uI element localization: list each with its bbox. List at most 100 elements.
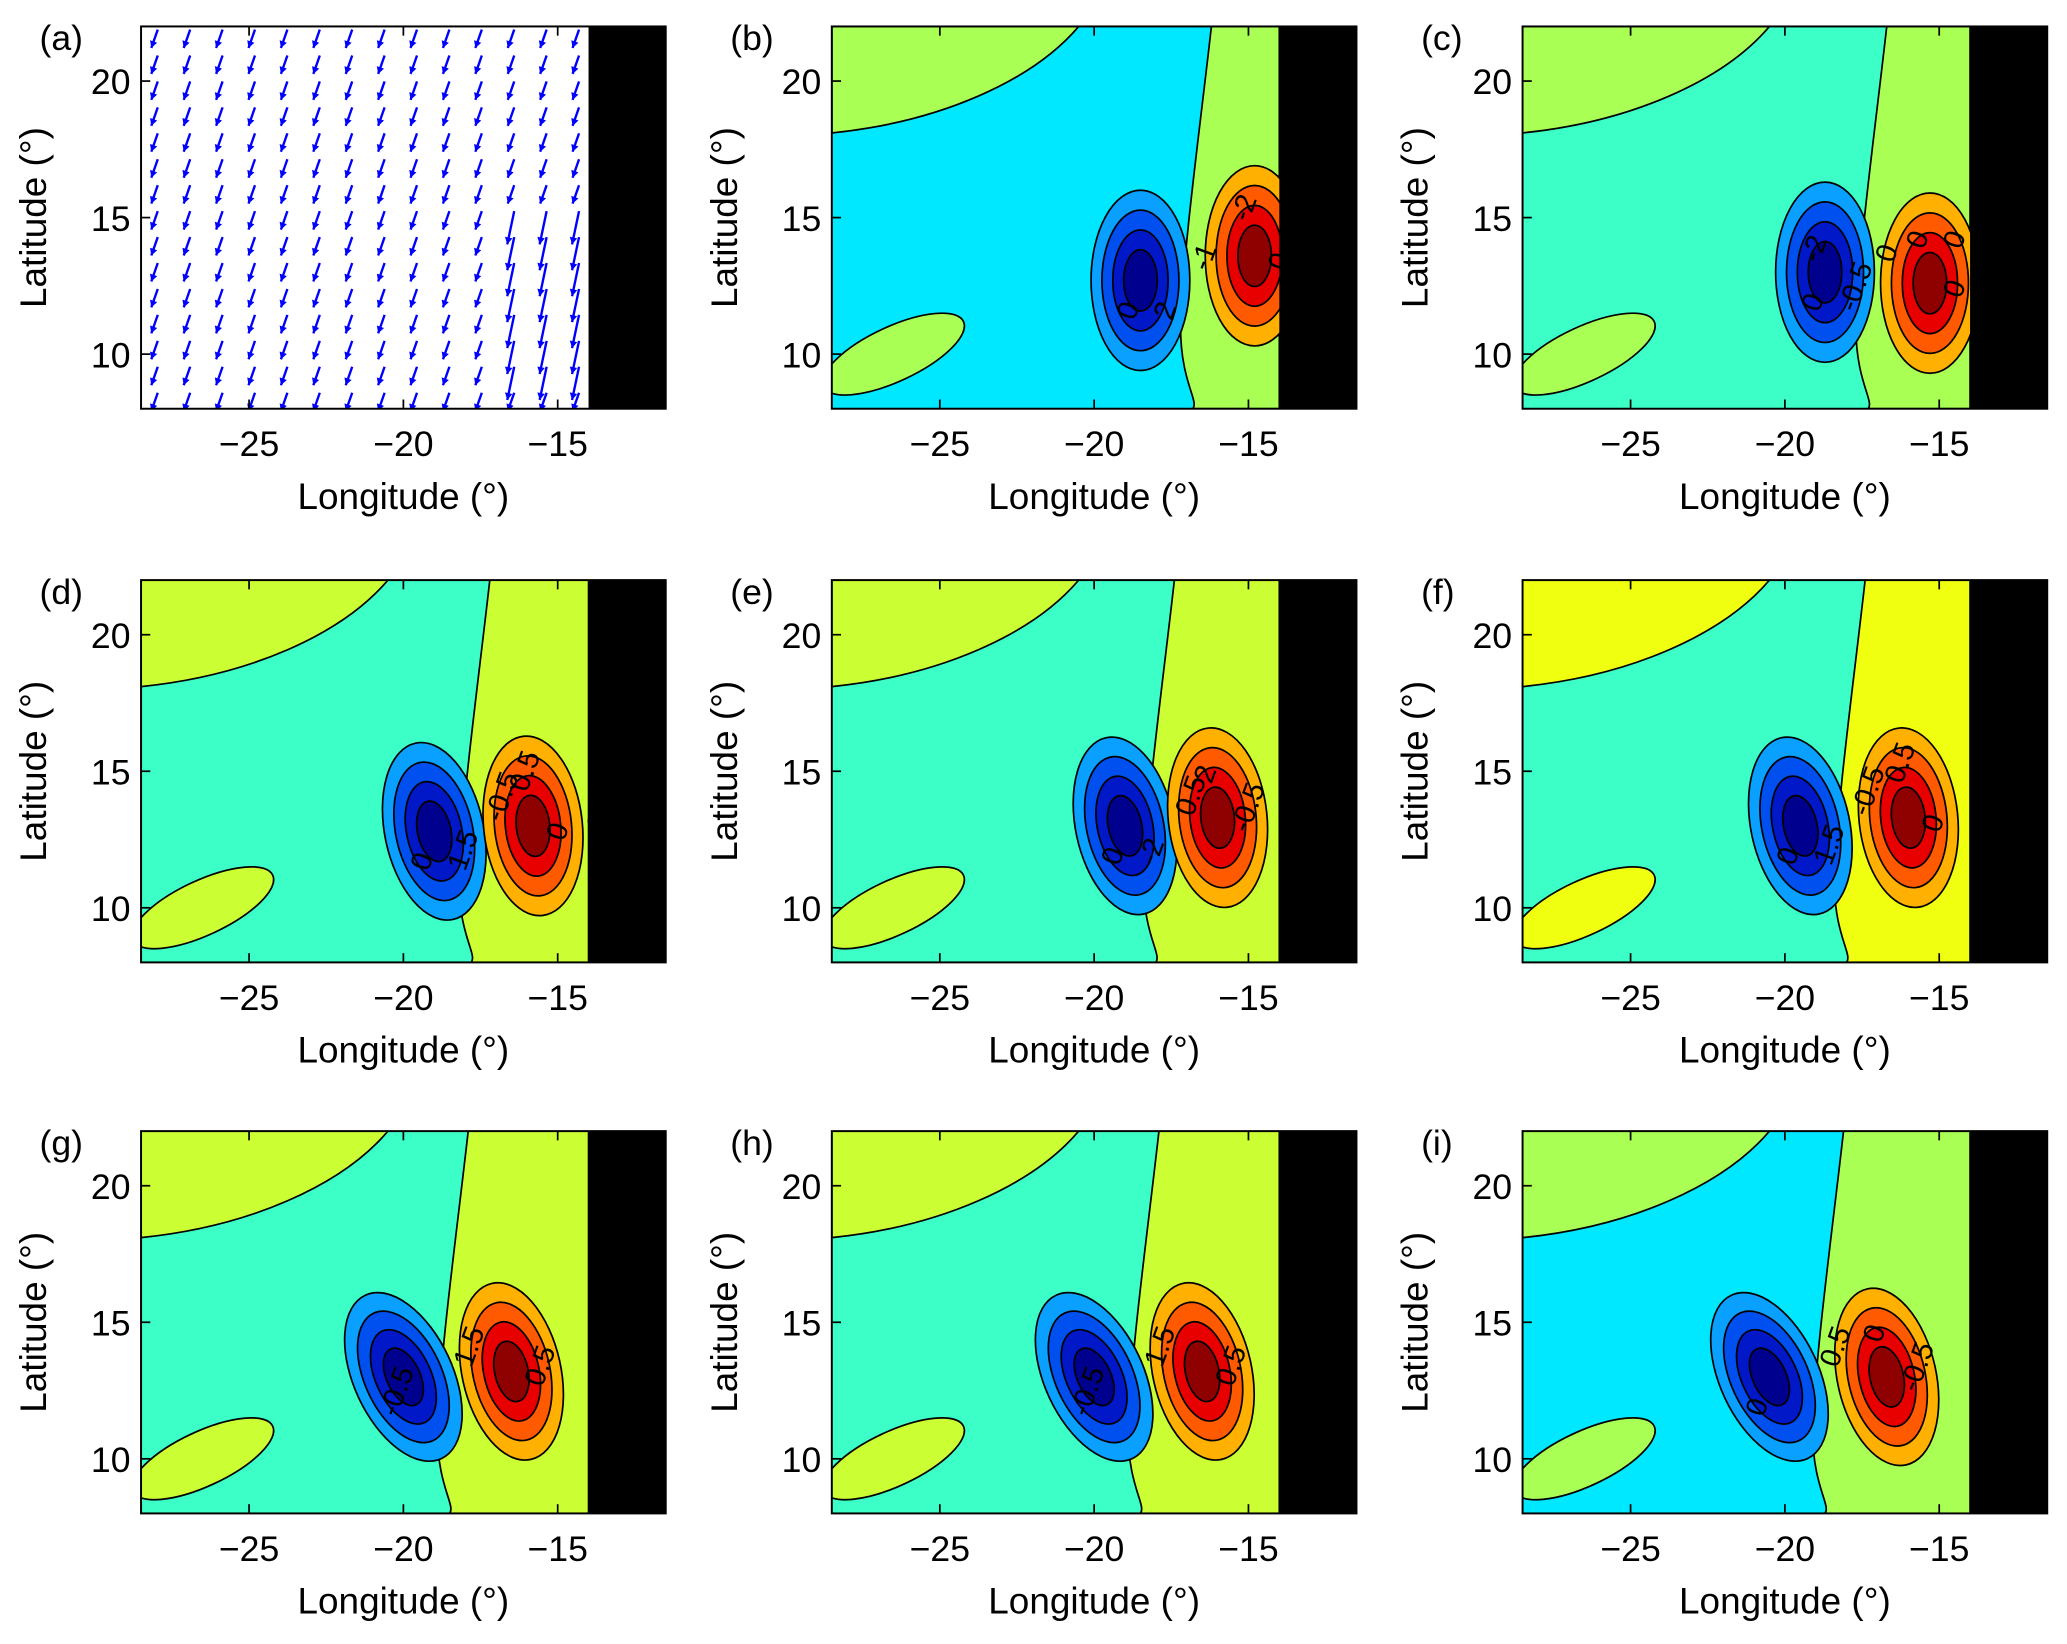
- wind-vector-head: [474, 169, 482, 178]
- y-tick-label: 10: [1472, 1440, 1512, 1480]
- wind-vector-head: [214, 325, 222, 334]
- wind-vector-head: [247, 66, 255, 74]
- y-tick-label: 10: [91, 335, 131, 375]
- x-axis-label: Longitude (°): [988, 476, 1200, 517]
- wind-vector-head: [537, 366, 545, 375]
- x-tick-label: −20: [1755, 424, 1815, 464]
- wind-vector-head: [312, 247, 320, 256]
- contour-fill-positive: [1890, 786, 1927, 850]
- wind-vector-head: [344, 403, 352, 409]
- wind-vector-head: [312, 66, 320, 74]
- contour-fill-positive: [831, 1417, 966, 1501]
- contour-fill-positive: [1199, 786, 1236, 850]
- y-tick-label: 20: [1472, 62, 1512, 102]
- land-mask: [1970, 26, 2048, 409]
- wind-vector-head: [506, 195, 514, 204]
- wind-vector-head: [441, 195, 449, 204]
- wind-vector-head: [247, 299, 255, 308]
- wind-vector-head: [376, 143, 385, 152]
- x-tick-label: −20: [373, 1529, 433, 1569]
- wind-vector-head: [214, 221, 222, 230]
- y-tick-label: 10: [782, 889, 822, 929]
- wind-vector-head: [376, 195, 385, 204]
- y-tick-label: 20: [91, 616, 131, 656]
- wind-vector-head: [312, 195, 320, 204]
- land-mask: [588, 26, 666, 409]
- contour-fill-negative: [1122, 248, 1159, 312]
- wind-vector-head: [279, 66, 287, 74]
- x-tick-label: −25: [219, 424, 279, 464]
- wind-vector-head: [441, 118, 449, 126]
- wind-vector-head: [504, 262, 513, 271]
- wind-vector-head: [409, 247, 417, 256]
- wind-vector-head: [571, 195, 579, 204]
- wind-vector-head: [376, 273, 385, 282]
- wind-vector-head: [344, 377, 352, 386]
- land-mask: [1970, 580, 2048, 963]
- wind-vector-head: [279, 377, 287, 386]
- wind-vector-head: [474, 377, 482, 386]
- wind-vector-head: [376, 169, 385, 178]
- wind-vector-head: [474, 221, 482, 230]
- contour-fill-negative: [1073, 1347, 1115, 1407]
- x-tick-label: −20: [1755, 978, 1815, 1018]
- plot-area: -0.5 0.51.5: [831, 1131, 1357, 1514]
- wind-vector-head: [150, 143, 158, 152]
- panel-tag: (b): [730, 18, 773, 58]
- wind-vector-head: [150, 221, 158, 230]
- y-tick-label: 10: [1472, 335, 1512, 375]
- wind-vector-head: [182, 247, 190, 256]
- y-axis-label: Latitude (°): [13, 1232, 54, 1413]
- wind-vector-head: [571, 92, 579, 100]
- wind-vector-head: [344, 299, 352, 308]
- wind-vector-head: [279, 221, 287, 230]
- plot-area: [141, 26, 666, 409]
- panel-a: −25 −20 −15 10 15 20 Longitude (°) Latitude (°)…: [13, 18, 667, 517]
- contour-fill-negative: [1748, 1347, 1791, 1407]
- plot-area: 00-0.50.51.5-2: [141, 580, 666, 963]
- wind-vector-head: [409, 273, 417, 282]
- wind-vector-head: [569, 340, 578, 349]
- wind-vector-head: [312, 143, 320, 152]
- wind-vector-head: [182, 195, 190, 204]
- contour-fill-positive: [831, 312, 966, 396]
- x-tick-label: −15: [528, 978, 588, 1018]
- wind-vector-head: [182, 169, 190, 178]
- wind-vector-head: [279, 325, 287, 334]
- wind-vector-head: [182, 273, 190, 282]
- wind-vector-head: [474, 403, 482, 409]
- wind-vector-head: [150, 118, 158, 126]
- wind-vector-head: [344, 195, 352, 204]
- wind-vector-head: [409, 403, 417, 409]
- wind-vector-head: [279, 118, 287, 126]
- wind-vector-head: [538, 66, 547, 74]
- x-tick-label: −20: [373, 978, 433, 1018]
- wind-vector-head: [474, 66, 482, 74]
- wind-vector-head: [409, 40, 417, 49]
- wind-vector-head: [312, 221, 320, 230]
- wind-vector-head: [279, 299, 287, 308]
- wind-vector-head: [441, 351, 449, 360]
- contour-fill-positive: [1522, 1131, 1771, 1239]
- wind-vector-head: [182, 118, 190, 126]
- wind-vector-head: [537, 288, 545, 297]
- x-axis-label: Longitude (°): [988, 1030, 1200, 1071]
- y-tick-label: 10: [782, 335, 822, 375]
- x-tick-label: −25: [1600, 424, 1660, 464]
- x-tick-label: −15: [1218, 978, 1278, 1018]
- wind-vector-head: [344, 351, 352, 360]
- wind-vector-head: [247, 92, 255, 100]
- wind-vector-head: [571, 403, 579, 409]
- wind-vector-head: [150, 195, 158, 204]
- contour-fill-positive: [831, 580, 1080, 688]
- x-tick-label: −25: [910, 424, 970, 464]
- wind-vector-head: [571, 66, 579, 74]
- panel-tag: (h): [730, 1123, 773, 1163]
- wind-vector-head: [344, 273, 352, 282]
- wind-vector-head: [474, 195, 482, 204]
- wind-vector-head: [569, 236, 578, 245]
- wind-vector-head: [214, 66, 222, 74]
- x-tick-label: −20: [1064, 424, 1124, 464]
- y-tick-label: 20: [1472, 1167, 1512, 1207]
